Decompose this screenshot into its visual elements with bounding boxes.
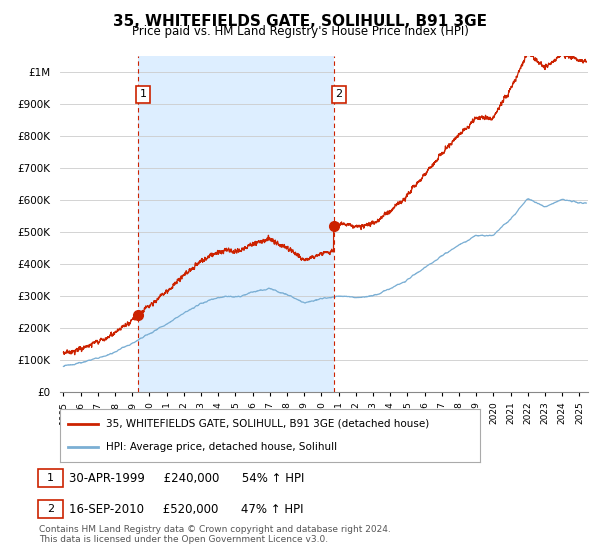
Text: Price paid vs. HM Land Registry's House Price Index (HPI): Price paid vs. HM Land Registry's House … xyxy=(131,25,469,38)
Text: 1: 1 xyxy=(140,90,146,100)
Text: 2: 2 xyxy=(47,504,54,514)
Bar xyxy=(138,56,334,392)
Text: 35, WHITEFIELDS GATE, SOLIHULL, B91 3GE: 35, WHITEFIELDS GATE, SOLIHULL, B91 3GE xyxy=(113,14,487,29)
Text: 35, WHITEFIELDS GATE, SOLIHULL, B91 3GE (detached house): 35, WHITEFIELDS GATE, SOLIHULL, B91 3GE … xyxy=(106,419,430,429)
Text: 30-APR-1999     £240,000      54% ↑ HPI: 30-APR-1999 £240,000 54% ↑ HPI xyxy=(69,472,304,485)
Text: HPI: Average price, detached house, Solihull: HPI: Average price, detached house, Soli… xyxy=(106,442,337,452)
Text: 1: 1 xyxy=(47,473,54,483)
Text: 16-SEP-2010     £520,000      47% ↑ HPI: 16-SEP-2010 £520,000 47% ↑ HPI xyxy=(69,502,304,516)
Text: 2: 2 xyxy=(335,90,343,100)
Text: Contains HM Land Registry data © Crown copyright and database right 2024.
This d: Contains HM Land Registry data © Crown c… xyxy=(39,525,391,544)
